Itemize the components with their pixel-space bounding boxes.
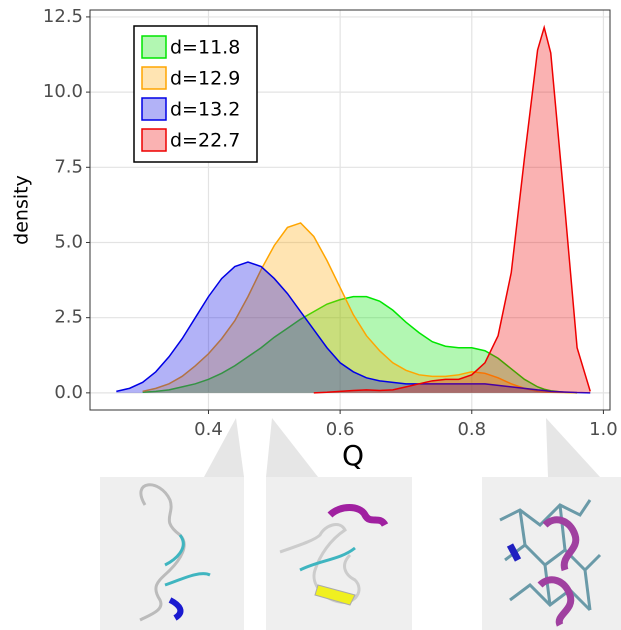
protein-coil (164, 534, 211, 587)
y-tick-label: 10.0 (43, 81, 83, 102)
x-tick-label: 0.4 (194, 419, 223, 440)
grid (90, 10, 610, 410)
area-fill (142, 222, 578, 393)
panel-border (89, 9, 611, 411)
legend-key (141, 66, 167, 90)
y-tick-label: 12.5 (43, 6, 83, 27)
legend-key (141, 35, 167, 59)
protein-strand (314, 584, 356, 606)
area-fill (116, 262, 591, 393)
area-fill (142, 296, 578, 393)
y-tick-label: 2.5 (54, 307, 83, 328)
structure-panel (482, 477, 621, 630)
areas (116, 24, 591, 394)
x-tick-label: 1.0 (589, 419, 618, 440)
legend-label: d=11.8 (170, 37, 240, 59)
y-tick-label: 7.5 (54, 156, 83, 177)
structure-panel (100, 477, 244, 630)
protein-helix (537, 516, 580, 627)
density-line (116, 261, 591, 394)
axes: 0.0 2.5 5.0 7.5 10.0 12.5 0.4 0.6 0.8 1.0 (43, 6, 618, 440)
protein-helix (506, 543, 522, 562)
legend-label: d=22.7 (170, 130, 240, 152)
area-fill (313, 27, 591, 393)
protein-helix (168, 597, 184, 621)
protein-atoms (499, 499, 602, 612)
x-tick-label: 0.8 (457, 419, 486, 440)
legend-key (141, 128, 167, 152)
structure-panels (100, 418, 621, 630)
legend-key (141, 97, 167, 121)
y-tick-label: 5.0 (54, 231, 83, 252)
callout-wedge (546, 418, 600, 477)
x-axis-label: Q (342, 439, 364, 472)
protein-coil (279, 523, 361, 604)
legend-box (133, 25, 258, 163)
legend-label: d=13.2 (170, 99, 240, 121)
x-tick-label: 0.6 (326, 419, 355, 440)
callout-wedge (204, 418, 244, 477)
callout-wedge (266, 418, 318, 477)
density-line (313, 24, 591, 394)
density-line (142, 222, 578, 394)
y-tick-label: 0.0 (54, 382, 83, 403)
protein-helix (327, 504, 389, 528)
density-line (142, 295, 578, 394)
legend-label: d=12.9 (170, 68, 240, 90)
legend: d=11.8 d=12.9 d=13.2 d=22.7 (133, 25, 258, 163)
structure-panel (266, 477, 412, 630)
y-axis-label: density (11, 175, 33, 245)
protein-coil (299, 546, 356, 572)
